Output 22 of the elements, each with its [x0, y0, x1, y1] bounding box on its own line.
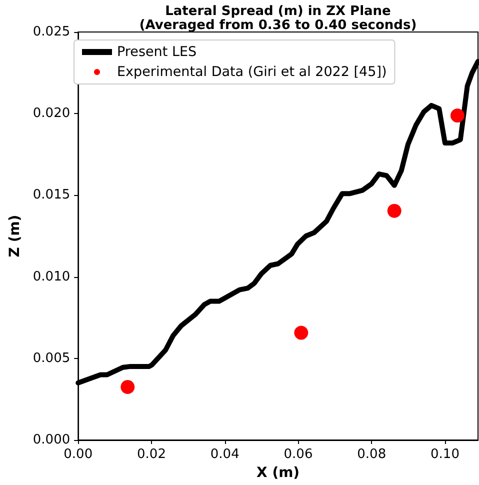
chart-subtitle: (Averaged from 0.36 to 0.40 seconds)	[139, 18, 417, 33]
legend-label: Present LES	[117, 44, 197, 60]
y-tick-label: 0.010	[32, 269, 70, 284]
point	[387, 204, 402, 218]
y-axis-title: Z (m)	[7, 214, 23, 258]
y-tick-label: 0.015	[32, 188, 70, 203]
point	[120, 380, 135, 394]
y-tick-label: 0.000	[32, 432, 70, 448]
x-axis-title: X (m)	[256, 465, 300, 481]
legend-label: Experimental Data (Giri et al 2022 [45])	[117, 64, 387, 80]
x-tick-label: 0.00	[64, 447, 93, 462]
x-tick-label: 0.10	[430, 447, 460, 462]
x-tick-label: 0.06	[284, 447, 313, 462]
chart-title: Lateral Spread (m) in ZX Plane	[165, 4, 392, 19]
y-tick-label: 0.005	[32, 350, 70, 366]
y-tick-label: 0.020	[32, 106, 70, 122]
y-tick-label: 0.025	[32, 24, 70, 40]
x-tick-label: 0.04	[210, 447, 240, 462]
x-tick-label: 0.08	[357, 447, 386, 462]
point	[294, 326, 308, 340]
point	[450, 108, 464, 123]
x-tick-label: 0.02	[137, 447, 166, 462]
